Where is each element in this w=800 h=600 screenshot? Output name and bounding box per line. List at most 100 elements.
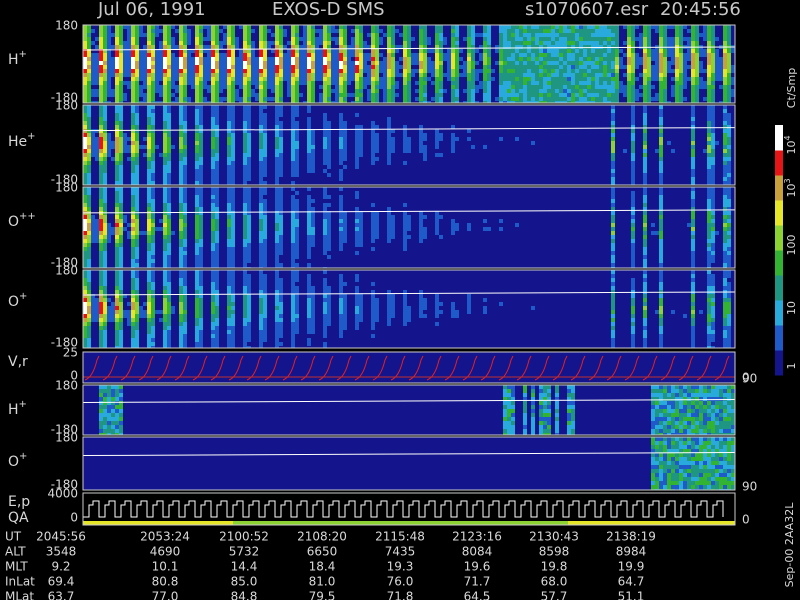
spectrogram-cell [215, 207, 219, 211]
spectrogram-cell [499, 61, 503, 65]
spectrogram-cell [95, 223, 99, 227]
spectrogram-cell [255, 93, 259, 97]
spectrogram-cell [295, 81, 299, 85]
spectrogram-cell [659, 191, 663, 195]
spectrogram-cell [119, 133, 123, 137]
spectrogram-cell [219, 57, 223, 61]
spectrogram-cell [91, 239, 95, 243]
spectrogram-cell [487, 69, 491, 73]
spectrogram-cell [215, 195, 219, 199]
spectrogram-cell [471, 85, 475, 89]
spectrogram-cell [127, 322, 131, 326]
spectrogram-cell [183, 314, 187, 318]
spectrogram-cell [379, 37, 383, 41]
spectrogram-cell [243, 203, 247, 207]
spectrogram-cell [595, 25, 599, 29]
spectrogram-cell [227, 203, 231, 207]
spectrogram-cell [279, 215, 283, 219]
spectrogram-cell [707, 81, 711, 85]
spectrogram-cell [691, 231, 695, 235]
spectrogram-cell [231, 231, 235, 235]
spectrogram-cell [439, 33, 443, 37]
spectrogram-cell [487, 227, 491, 231]
spectrogram-cell [83, 41, 87, 45]
spectrogram-cell [147, 199, 151, 203]
spectrogram-cell [439, 235, 443, 239]
spectrogram-cell [711, 247, 715, 251]
spectrogram-cell [559, 73, 563, 77]
spectrogram-cell [711, 137, 715, 141]
spectrogram-cell [163, 77, 167, 81]
spectrogram-cell [339, 203, 343, 207]
spectrogram-cell [727, 255, 731, 259]
spectrogram-cell [291, 65, 295, 69]
spectrogram-cell [119, 342, 123, 346]
spectrogram-cell [263, 211, 267, 215]
spectrogram-cell [279, 81, 283, 85]
spectrogram-cell [639, 61, 643, 65]
spectrogram-cell [323, 227, 327, 231]
spectrogram-cell [243, 81, 247, 85]
spectrogram-cell [419, 89, 423, 93]
spectrogram-cell [167, 326, 171, 330]
spectrogram-cell [659, 161, 663, 165]
spectrogram-cell [207, 101, 211, 103]
spectrogram-cell [263, 203, 267, 207]
spectrogram-cell [231, 113, 235, 117]
spectrogram-cell [175, 61, 179, 65]
spectrogram-cell [627, 81, 631, 85]
spectrogram-cell [547, 25, 551, 29]
spectrogram-cell [535, 25, 539, 29]
spectrogram-cell [607, 45, 611, 49]
spectrogram-cell [551, 93, 555, 97]
spectrogram-cell [375, 97, 379, 101]
spectrogram-cell [259, 53, 263, 57]
spectrogram-cell [323, 145, 327, 149]
spectrogram-cell [555, 81, 559, 85]
spectrogram-cell [135, 187, 139, 191]
spectrogram-cell [723, 121, 727, 125]
spectrogram-cell [151, 133, 155, 137]
spectrogram-cell [547, 93, 551, 97]
spectrogram-cell [311, 157, 315, 161]
spectrogram-cell [575, 77, 579, 81]
spectrogram-cell [183, 97, 187, 101]
spectrogram-cell [599, 73, 603, 77]
spectrogram-cell [711, 235, 715, 239]
spectrogram-cell [363, 61, 367, 65]
spectrogram-cell [103, 255, 107, 259]
spectrogram-cell [403, 73, 407, 77]
spectrogram-cell [599, 81, 603, 85]
spectrogram-cell [175, 89, 179, 93]
spectrogram-cell [163, 41, 167, 45]
spectrogram-cell [643, 81, 647, 85]
spectrogram-cell [191, 77, 195, 81]
spectrogram-cell [135, 195, 139, 199]
spectrogram-cell [711, 73, 715, 77]
spectrogram-cell [247, 255, 251, 259]
spectrogram-cell [83, 187, 87, 191]
spectrogram-cell [195, 37, 199, 41]
spectrogram-cell [631, 149, 635, 153]
spectrogram-cell [243, 161, 247, 165]
spectrogram-cell [519, 29, 523, 33]
spectrogram-cell [211, 215, 215, 219]
spectrogram-cell [107, 53, 111, 57]
spectrogram-cell [435, 153, 439, 157]
spectrogram-cell [187, 53, 191, 57]
spectrogram-cell [251, 61, 255, 65]
spectrogram-cell [275, 161, 279, 165]
spectrogram-cell [331, 53, 335, 57]
spectrogram-cell [163, 125, 167, 129]
spectrogram-cell [111, 302, 115, 306]
spectrogram-cell [595, 61, 599, 65]
spectrogram-cell [263, 97, 267, 101]
spectrogram-cell [175, 77, 179, 81]
spectrogram-cell [103, 270, 107, 274]
spectrogram-cell [83, 219, 87, 223]
spectrogram-cell [455, 29, 459, 33]
spectrogram-cell [403, 69, 407, 73]
spectrogram-cell [163, 243, 167, 247]
spectrogram-cell [595, 57, 599, 61]
spectrogram-cell [463, 73, 467, 77]
